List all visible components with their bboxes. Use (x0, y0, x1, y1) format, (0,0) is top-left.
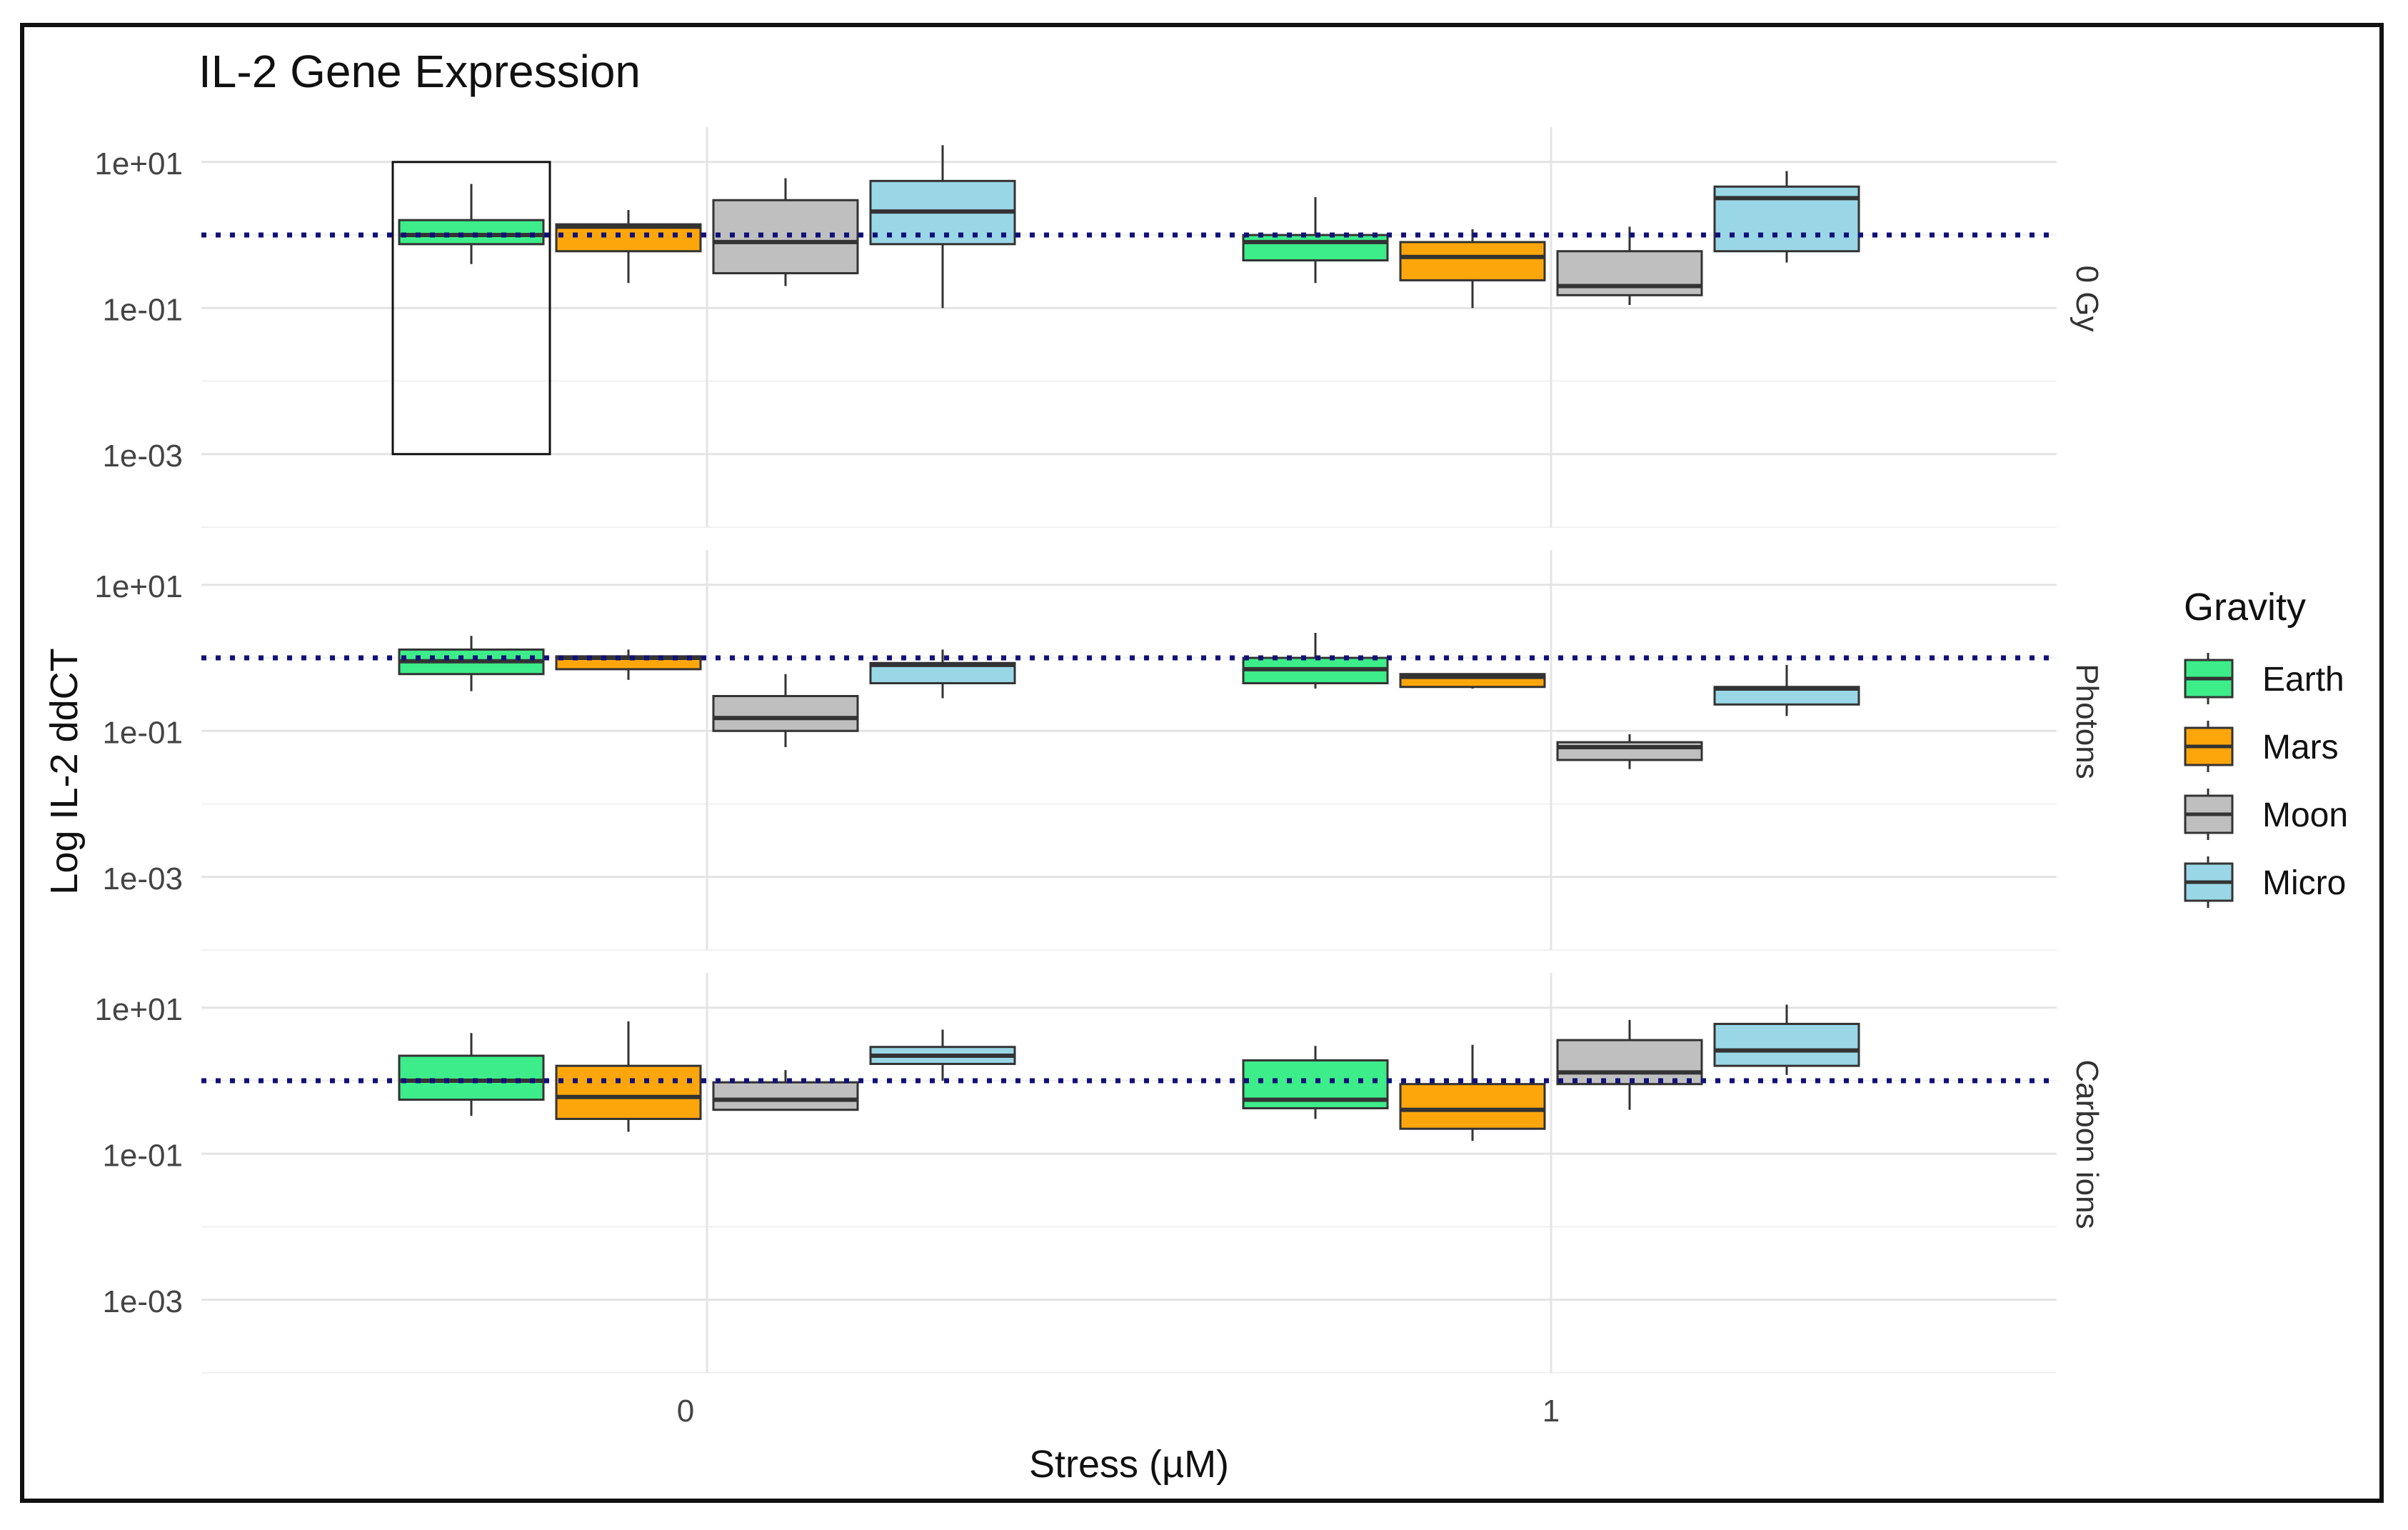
y-tick-label: 1e-01 (102, 292, 183, 327)
box-carbon-ions-moon-1 (1556, 1019, 1703, 1110)
box-photons-micro-0 (869, 649, 1016, 699)
box-body (1713, 1022, 1860, 1067)
box-body (712, 694, 859, 732)
box-photons-mars-1 (1399, 673, 1546, 689)
legend-label: Micro (2262, 864, 2346, 902)
box-carbon-ions-micro-0 (869, 1029, 1016, 1081)
chart-title: IL-2 Gene Expression (199, 46, 641, 97)
box-body (1556, 250, 1703, 296)
box-carbon-ions-moon-0 (712, 1070, 859, 1111)
y-tick-label: 1e+01 (94, 146, 183, 181)
panels: 1e+01 1e-01 1e-03 0 Gy 1e+01 1e-01 1e-03 Photon… (94, 127, 2105, 1429)
box-body (712, 199, 859, 274)
legend-item-moon: Moon (2184, 789, 2348, 840)
legend-item-mars: Mars (2184, 721, 2339, 772)
y-axis-title: Log IL-2 ddCT (43, 648, 86, 894)
box-body (555, 1064, 702, 1120)
y-tick-label: 1e-03 (102, 1284, 183, 1319)
x-tick-label: 0 (677, 1394, 694, 1429)
box-carbon-ions-earth-1 (1242, 1046, 1389, 1119)
box-0-gy-micro-1 (1713, 171, 1860, 263)
y-tick-label: 1e+01 (94, 569, 183, 604)
legend-label: Moon (2262, 796, 2348, 834)
box-photons-micro-1 (1713, 664, 1860, 716)
box-body (1556, 1039, 1703, 1086)
y-tick-label: 1e-03 (102, 861, 183, 896)
box-photons-earth-0 (398, 636, 545, 691)
box-carbon-ions-micro-1 (1713, 1004, 1860, 1075)
legend-title: Gravity (2184, 586, 2306, 629)
strip-label-0-gy: 0 Gy (2070, 266, 2105, 332)
box-0-gy-moon-1 (1556, 226, 1703, 306)
box-0-gy-moon-0 (712, 178, 859, 286)
box-body (1399, 1083, 1546, 1130)
figure-frame (20, 23, 2384, 1503)
box-photons-earth-1 (1242, 633, 1389, 689)
box-photons-moon-0 (712, 674, 859, 747)
box-carbon-ions-earth-0 (398, 1033, 545, 1116)
box-body (1399, 241, 1546, 281)
legend: Gravity Earth Mars Moon Micro (2184, 586, 2348, 908)
box-0-gy-earth-1 (1242, 197, 1389, 284)
box-0-gy-mars-0 (555, 210, 702, 284)
box-body (1556, 741, 1703, 761)
box-0-gy-micro-0 (869, 145, 1016, 309)
box-carbon-ions-mars-0 (555, 1021, 702, 1132)
legend-label: Mars (2262, 729, 2339, 766)
x-axis-title: Stress (µM) (1029, 1443, 1229, 1486)
box-body (398, 219, 545, 246)
y-tick-label: 1e-01 (102, 1138, 183, 1173)
box-0-gy-mars-1 (1399, 229, 1546, 309)
strip-label-carbon-ions: Carbon ions (2070, 1059, 2105, 1229)
box-body (398, 1054, 545, 1101)
legend-item-micro: Micro (2184, 856, 2346, 908)
y-tick-label: 1e-03 (102, 439, 183, 474)
box-photons-mars-0 (555, 649, 702, 680)
strip-label-photons: Photons (2070, 664, 2105, 779)
y-tick-label: 1e-01 (102, 715, 183, 750)
box-carbon-ions-mars-1 (1399, 1044, 1546, 1141)
legend-item-earth: Earth (2184, 653, 2344, 704)
box-body (1242, 234, 1389, 261)
box-photons-moon-1 (1556, 734, 1703, 769)
y-tick-label: 1e+01 (94, 992, 183, 1027)
box-body (712, 1081, 859, 1111)
legend-label: Earth (2262, 661, 2344, 699)
box-0-gy-earth-0 (398, 184, 545, 264)
highlight-box (391, 161, 551, 456)
x-tick-label: 1 (1542, 1394, 1560, 1429)
